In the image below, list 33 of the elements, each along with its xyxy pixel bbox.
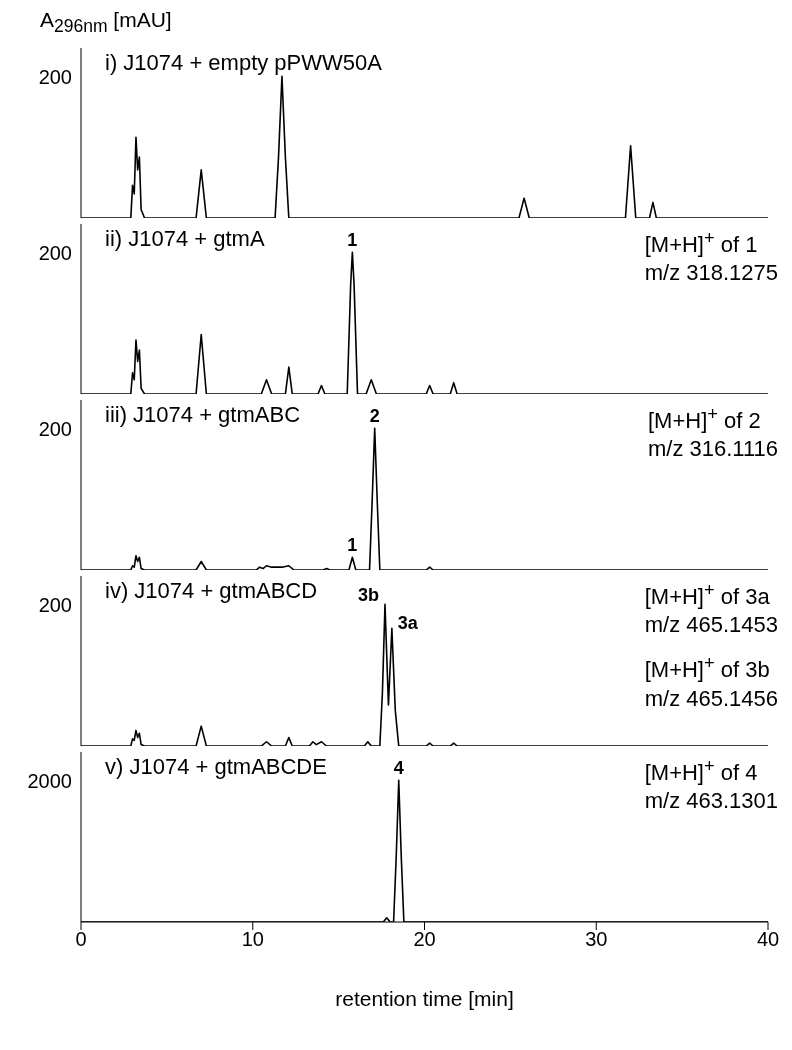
text: 2000 bbox=[27, 770, 72, 793]
annotation: [M+H]$^{+}$ of 2 bbox=[647, 402, 762, 436]
annotation: [M+H]$^{+}$ of 3a bbox=[644, 578, 771, 612]
annotation: 2 bbox=[369, 406, 380, 427]
annotation: m/z 465.1456 bbox=[644, 684, 778, 713]
annotation: 3b bbox=[357, 584, 379, 605]
annotation: [M+H]$^{+}$ of 3b bbox=[644, 651, 771, 685]
chart-title: ii) J1074 + gtmA bbox=[105, 226, 265, 252]
annotation: m/z 465.1453 bbox=[644, 611, 778, 640]
annotation: [M+H]$^{+}$ of 1 bbox=[644, 226, 759, 260]
x-tick-label: 10 bbox=[241, 928, 264, 951]
x-tick-label: 0 bbox=[75, 928, 87, 951]
x-tick-label: 30 bbox=[585, 928, 608, 951]
text: 200 bbox=[38, 66, 72, 89]
x-tick-label: 40 bbox=[756, 928, 780, 951]
text: 200 bbox=[38, 418, 72, 441]
chart-title: v) J1074 + gtmABCDE bbox=[105, 754, 327, 780]
annotation: 1 bbox=[347, 535, 358, 556]
x-tick-label: 20 bbox=[413, 928, 436, 951]
y-axis-title: A$_{296nm}$ [mAU] bbox=[39, 8, 173, 39]
text: 200 bbox=[38, 594, 72, 617]
x-axis-title: retention time [min] bbox=[335, 987, 514, 1010]
annotation: m/z 463.1301 bbox=[644, 787, 778, 816]
chart-title: iii) J1074 + gtmABC bbox=[105, 402, 301, 428]
annotation: 1 bbox=[347, 230, 358, 251]
text: 200 bbox=[38, 242, 72, 265]
annotation: m/z 318.1275 bbox=[644, 259, 778, 288]
annotation: 4 bbox=[393, 758, 404, 779]
annotation: 3a bbox=[397, 612, 419, 633]
chart-title: iv) J1074 + gtmABCD bbox=[105, 578, 318, 604]
chart-title: i) J1074 + empty pPWW50A bbox=[105, 50, 382, 76]
annotation: [M+H]$^{+}$ of 4 bbox=[644, 754, 759, 788]
annotation: m/z 316.1116 bbox=[647, 435, 778, 464]
